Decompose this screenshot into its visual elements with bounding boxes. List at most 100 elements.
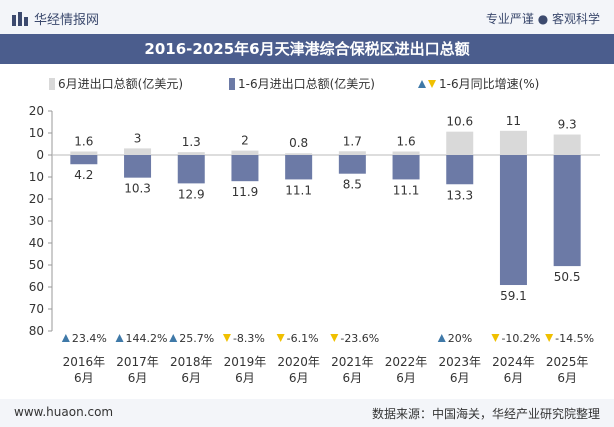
growth-down-arrow-icon bbox=[545, 334, 554, 342]
x-tick-label: 6月 bbox=[504, 371, 524, 385]
growth-label: -8.3% bbox=[233, 332, 265, 345]
legend-down-arrow-icon bbox=[428, 80, 436, 88]
growth-up-arrow-icon bbox=[437, 334, 446, 342]
x-tick-label: 2019年 bbox=[224, 355, 267, 369]
bar-monthly bbox=[231, 150, 259, 155]
data-label-cumulative: 11.1 bbox=[393, 183, 420, 197]
data-label-monthly: 9.3 bbox=[558, 118, 577, 132]
x-tick-label: 6月 bbox=[181, 371, 201, 385]
legend-swatch-0 bbox=[49, 78, 55, 90]
bar-monthly bbox=[177, 152, 205, 155]
legend-swatch-1 bbox=[229, 78, 235, 90]
bar-monthly bbox=[446, 131, 474, 155]
x-axis: 2016年 6月 2017年 6月 2018年 6月 2019年 6月 2020年 6月 2021年… bbox=[63, 355, 589, 385]
growth-down-arrow-icon bbox=[222, 334, 231, 342]
bar-cumulative bbox=[338, 155, 366, 174]
bar-cumulative bbox=[285, 155, 313, 180]
tagline: 专业严谨 ● 客观科学 bbox=[485, 12, 600, 26]
x-tick-label: 6月 bbox=[289, 371, 309, 385]
growth-label: 25.7% bbox=[179, 332, 214, 345]
x-tick-label: 2023年 bbox=[438, 355, 481, 369]
y-tick-label: 40 bbox=[29, 236, 44, 250]
y-tick-label: 10 bbox=[29, 126, 44, 140]
data-label-cumulative: 50.5 bbox=[554, 270, 581, 284]
data-label-cumulative: 12.9 bbox=[178, 187, 205, 201]
y-tick-label: 50 bbox=[29, 258, 44, 272]
bar-cumulative bbox=[446, 155, 474, 185]
data-label-monthly: 1.3 bbox=[182, 135, 201, 149]
bar-cumulative bbox=[70, 155, 98, 165]
data-label-cumulative: 13.3 bbox=[446, 188, 473, 202]
x-tick-label: 2021年 bbox=[331, 355, 374, 369]
legend-up-arrow-icon bbox=[418, 80, 426, 88]
brand-name: 华经情报网 bbox=[34, 13, 100, 28]
x-tick-label: 6月 bbox=[343, 371, 363, 385]
growth-up-arrow-icon bbox=[169, 334, 178, 342]
data-label-monthly: 3 bbox=[134, 131, 142, 145]
x-tick-label: 2016年 bbox=[63, 355, 106, 369]
x-tick-label: 6月 bbox=[74, 371, 94, 385]
data-label-cumulative: 11.9 bbox=[232, 185, 259, 199]
growth-label: -6.1% bbox=[287, 332, 319, 345]
x-tick-label: 6月 bbox=[557, 371, 577, 385]
y-tick-label: 10 bbox=[29, 170, 44, 184]
data-label-monthly: 1.6 bbox=[397, 134, 416, 148]
y-tick-label: 20 bbox=[29, 104, 44, 118]
data-label-cumulative: 10.3 bbox=[124, 182, 151, 196]
x-tick-label: 2018年 bbox=[170, 355, 213, 369]
growth-label: -23.6% bbox=[340, 332, 379, 345]
growth-up-arrow-icon bbox=[115, 334, 124, 342]
y-tick-label: 80 bbox=[29, 324, 44, 338]
data-label-monthly: 2 bbox=[241, 134, 249, 148]
bar-cumulative bbox=[231, 155, 259, 182]
footer-source: 数据来源：中国海关，华经产业研究院整理 bbox=[371, 407, 600, 421]
x-tick-label: 6月 bbox=[128, 371, 148, 385]
data-label-monthly: 11 bbox=[506, 114, 521, 128]
bar-cumulative bbox=[392, 155, 420, 180]
y-tick-label: 20 bbox=[29, 192, 44, 206]
x-tick-label: 2025年 bbox=[546, 355, 589, 369]
data-label-cumulative: 11.1 bbox=[285, 183, 312, 197]
bar-monthly bbox=[124, 148, 152, 155]
footer-website: www.huaon.com bbox=[14, 405, 114, 419]
growth-label: 20% bbox=[448, 332, 472, 345]
bar-cumulative bbox=[499, 155, 527, 286]
legend-label-0: 6月进出口总额(亿美元) bbox=[58, 76, 183, 91]
x-tick-label: 6月 bbox=[235, 371, 255, 385]
data-labels: 1.6 4.2 3 10.3 1.3 12.9 2 11.9 0.8 11.1 1.7 8.5 1.6 1… bbox=[74, 114, 580, 303]
bar-monthly bbox=[392, 151, 420, 155]
chart-area: 6月进出口总额(亿美元) 1-6月进出口总额(亿美元) 1-6月同比增速(%) 20… bbox=[29, 76, 600, 385]
legend-label-2: 1-6月同比增速(%) bbox=[439, 77, 539, 91]
growth-label: -14.5% bbox=[555, 332, 594, 345]
growth-down-arrow-icon bbox=[330, 334, 339, 342]
x-tick-label: 2022年 bbox=[385, 355, 428, 369]
y-tick-label: 70 bbox=[29, 302, 44, 316]
bar-cumulative bbox=[553, 155, 581, 267]
growth-down-arrow-icon bbox=[491, 334, 500, 342]
data-label-cumulative: 4.2 bbox=[74, 168, 93, 182]
growth-labels: 23.4% 144.2% 25.7% -8.3% -6.1% -23.6% 20% -10.2… bbox=[61, 332, 594, 345]
x-tick-label: 2020年 bbox=[277, 355, 320, 369]
data-label-monthly: 1.6 bbox=[74, 134, 93, 148]
top-bar: 华经情报网 专业严谨 ● 客观科学 bbox=[0, 0, 614, 34]
bar-monthly bbox=[499, 130, 527, 155]
data-label-cumulative: 59.1 bbox=[500, 289, 527, 303]
data-label-monthly: 0.8 bbox=[289, 136, 308, 150]
bars bbox=[70, 130, 581, 286]
data-label-monthly: 10.6 bbox=[446, 115, 473, 129]
growth-label: 144.2% bbox=[126, 332, 168, 345]
growth-label: -10.2% bbox=[501, 332, 540, 345]
bar-monthly bbox=[553, 134, 581, 155]
bar-monthly bbox=[70, 151, 98, 155]
brand-logo-icon bbox=[12, 11, 28, 26]
growth-down-arrow-icon bbox=[276, 334, 285, 342]
data-label-monthly: 1.7 bbox=[343, 134, 362, 148]
y-axis: 20 10 0 10 20 30 40 50 60 70 80 bbox=[29, 104, 600, 338]
y-tick-label: 0 bbox=[36, 148, 44, 162]
bar-monthly bbox=[338, 151, 366, 155]
growth-label: 23.4% bbox=[72, 332, 107, 345]
legend-label-1: 1-6月进出口总额(亿美元) bbox=[238, 76, 375, 91]
footer: www.huaon.com 数据来源：中国海关，华经产业研究院整理 bbox=[0, 399, 614, 427]
data-label-cumulative: 8.5 bbox=[343, 178, 362, 192]
y-tick-label: 60 bbox=[29, 280, 44, 294]
